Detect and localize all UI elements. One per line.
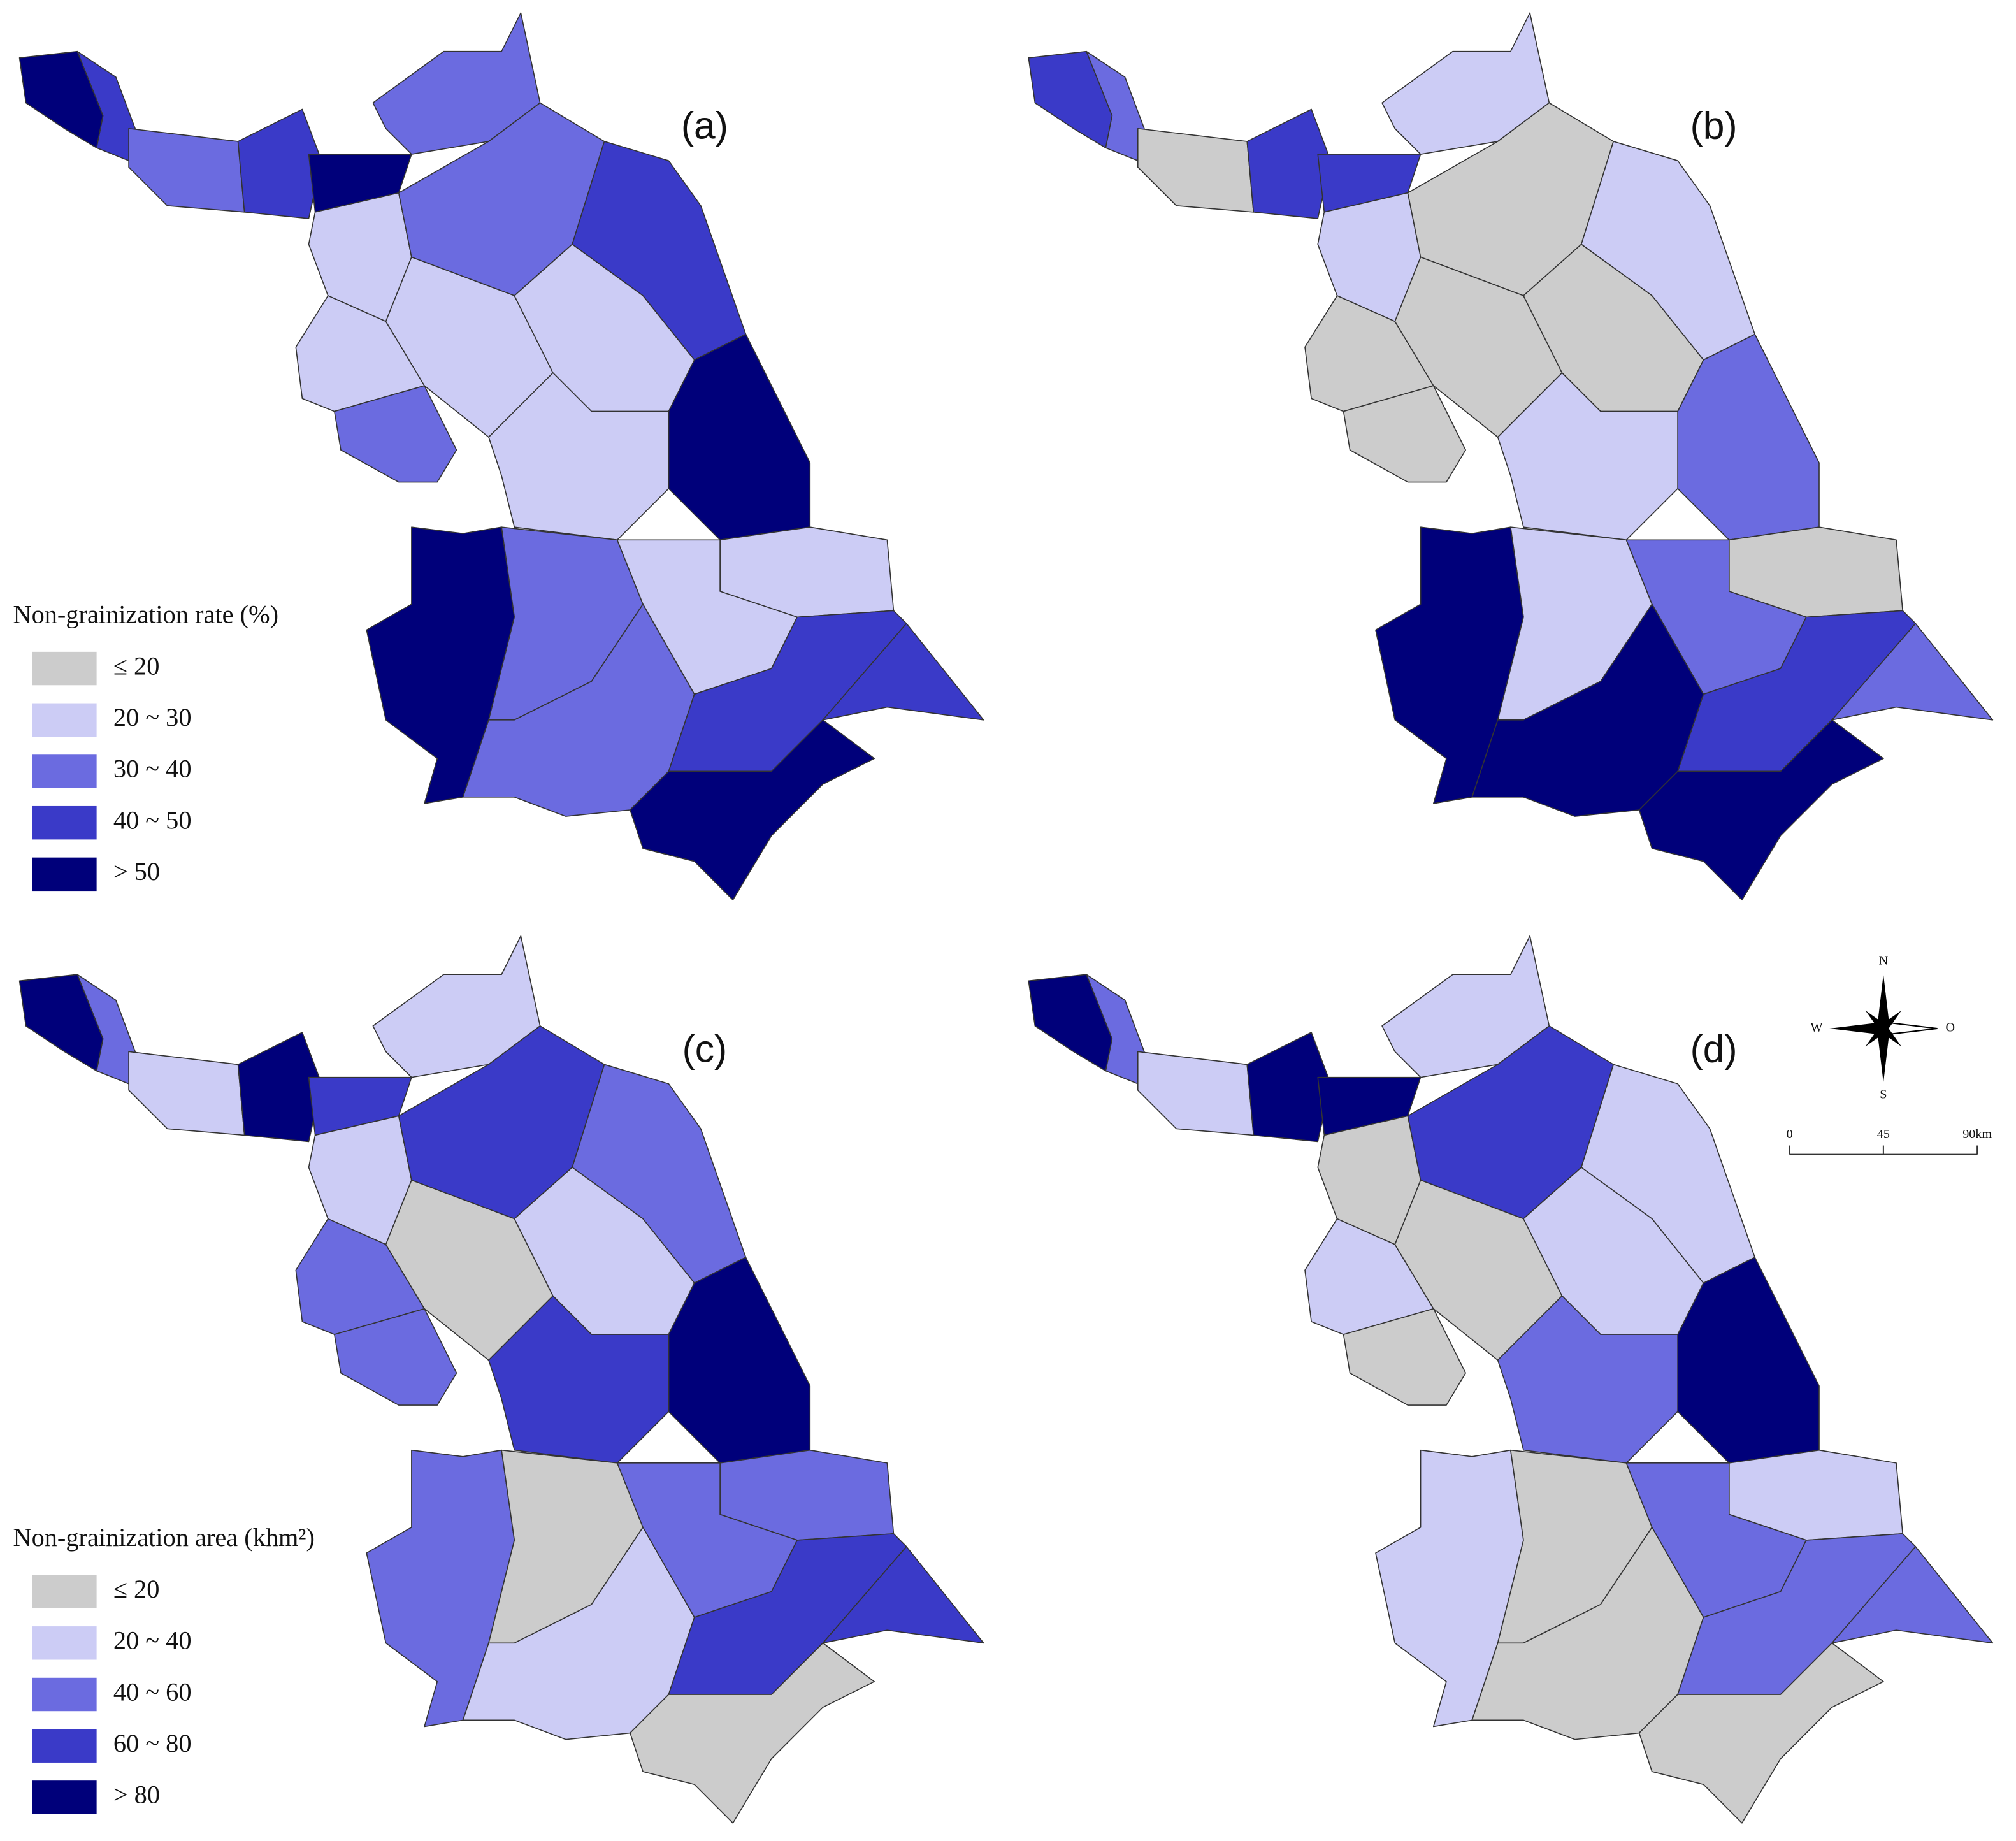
region (1375, 1449, 1524, 1728)
region (1137, 127, 1255, 213)
scale-label: 90km (1962, 1127, 1992, 1141)
region (1343, 1308, 1467, 1406)
region (1831, 1546, 1994, 1644)
map-panel: (d) (1028, 935, 1994, 1824)
region (822, 623, 984, 721)
map-panel: (b) (1028, 12, 1994, 901)
region (237, 108, 322, 219)
legend-swatch (32, 754, 97, 788)
map-panel: (a) (18, 12, 984, 901)
legend-label: 60 ~ 80 (113, 1729, 192, 1758)
region (1343, 385, 1467, 483)
compass-needle (1865, 1024, 1887, 1047)
region (1137, 1051, 1255, 1136)
legend-label: 30 ~ 40 (113, 754, 192, 783)
region (334, 1308, 457, 1406)
scale-label: 45 (1877, 1127, 1890, 1141)
legend-swatch (32, 1575, 97, 1608)
legend-swatch (32, 1780, 97, 1814)
region (237, 1032, 322, 1143)
legend-label: 20 ~ 40 (113, 1626, 192, 1655)
legend-swatch (32, 805, 97, 840)
region (1638, 719, 1884, 901)
legend: Non-grainization rate (%) ≤ 20 20 ~ 30 30 ~… (13, 600, 278, 892)
compass-label: N (1879, 954, 1889, 968)
legend-swatch (32, 703, 97, 737)
legend-label: 40 ~ 60 (113, 1677, 192, 1706)
legend: Non-grainization area (khm²) ≤ 20 20 ~ 40 4… (13, 1523, 315, 1814)
compass-needle (1876, 1022, 1890, 1083)
region (1497, 372, 1678, 541)
legend-label: > 80 (113, 1780, 160, 1809)
compass-label: O (1946, 1021, 1955, 1035)
region (334, 385, 457, 483)
legend-swatch (32, 1729, 97, 1763)
legend-swatch (32, 1677, 97, 1712)
region (366, 526, 515, 804)
legend-swatch (32, 1626, 97, 1660)
region (1638, 1642, 1884, 1824)
region (630, 1642, 875, 1824)
legend-label: > 50 (113, 857, 160, 886)
compass-needle (1876, 974, 1890, 1036)
region (1246, 1032, 1332, 1143)
region (488, 372, 670, 541)
legend-title: Non-grainization area (khm²) (13, 1523, 314, 1552)
compass: N W O S (1810, 954, 1955, 1102)
legend-label: ≤ 20 (113, 1575, 160, 1603)
panel-label: (a) (681, 104, 728, 147)
compass-label: W (1810, 1021, 1822, 1035)
panel-label: (d) (1690, 1027, 1738, 1070)
legend-swatch (32, 651, 97, 686)
legend-label: 40 ~ 50 (113, 805, 192, 834)
region (128, 127, 245, 213)
region (822, 1546, 984, 1644)
legend-label: ≤ 20 (113, 651, 160, 680)
legend-swatch (32, 857, 97, 892)
region (1246, 108, 1332, 219)
region (1375, 526, 1524, 804)
region (128, 1051, 245, 1136)
scale-bar: 0 45 90km (1787, 1127, 1992, 1155)
region (630, 719, 875, 901)
compass-needle (1829, 1022, 1890, 1036)
scale-label: 0 (1787, 1127, 1793, 1141)
legend-label: 20 ~ 30 (113, 703, 192, 732)
panel-label: (c) (682, 1027, 728, 1070)
region (1497, 1295, 1678, 1464)
panel-label: (b) (1690, 104, 1738, 147)
compass-needle (1879, 1010, 1902, 1033)
region (366, 1449, 515, 1728)
compass-needle (1876, 1021, 1938, 1036)
map-panel: (c) (18, 935, 984, 1824)
region (1831, 623, 1994, 721)
legend-title: Non-grainization rate (%) (13, 600, 278, 629)
compass-label: S (1880, 1087, 1887, 1101)
region (488, 1295, 670, 1464)
